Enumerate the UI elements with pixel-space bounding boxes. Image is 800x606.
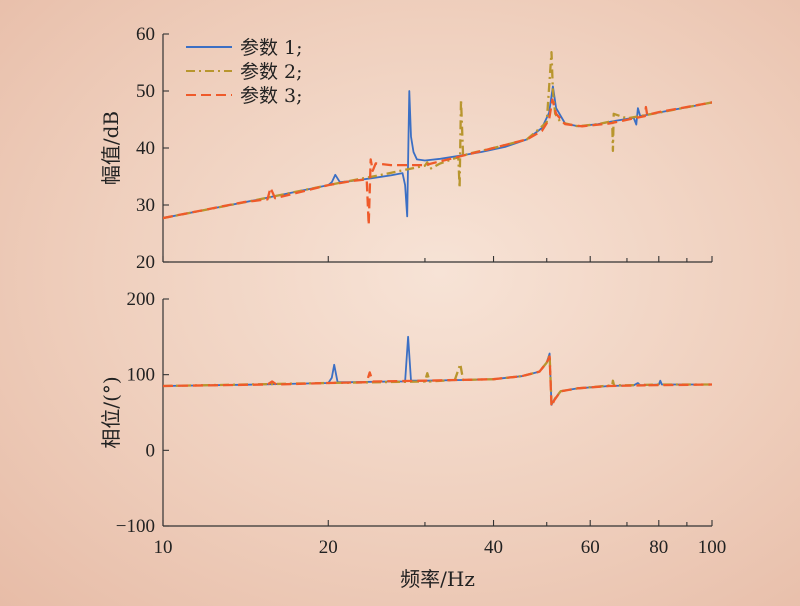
- phase-series-line-1: [163, 335, 712, 406]
- xtick-label: 20: [319, 537, 338, 558]
- phase-series-line-2: [163, 353, 712, 405]
- mag-ytick-label: 50: [136, 81, 155, 102]
- legend-label-2: 参数 2;: [240, 61, 303, 83]
- phase-series-line-3: [163, 355, 712, 408]
- mag-y-axis-label: 幅值/dB: [99, 111, 123, 185]
- xtick-label: 60: [581, 537, 600, 558]
- phase-y-axis-label: 相位/(°): [99, 376, 123, 448]
- mag-ytick-label: 60: [136, 24, 155, 45]
- phase-ytick-label: 0: [146, 440, 156, 461]
- xtick-label: 10: [154, 537, 173, 558]
- phase-ytick-label: 100: [127, 365, 156, 386]
- phase-ytick-label: −100: [116, 516, 155, 537]
- xtick-label: 80: [649, 537, 668, 558]
- phase-ytick-label: 200: [127, 289, 156, 310]
- legend-label-3: 参数 3;: [240, 85, 303, 107]
- mag-series-line-3: [163, 98, 712, 227]
- xtick-label: 40: [484, 537, 503, 558]
- mag-ytick-label: 40: [136, 138, 155, 159]
- mag-ytick-label: 20: [136, 252, 155, 273]
- magnitude-panel: 20 30 40 50 60 幅值/dB 参数 1;参数 2;参数 3;: [99, 24, 713, 273]
- legend-label-1: 参数 1;: [240, 37, 303, 59]
- mag-ytick-label: 30: [136, 195, 155, 216]
- xtick-label: 100: [698, 537, 727, 558]
- x-axis-label: 频率/Hz: [400, 567, 475, 591]
- legend: 参数 1;参数 2;参数 3;: [186, 37, 303, 107]
